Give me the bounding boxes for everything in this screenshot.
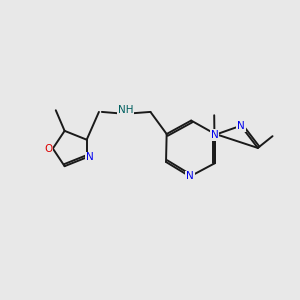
Text: N: N <box>186 172 194 182</box>
Text: N: N <box>211 130 218 140</box>
Text: N: N <box>86 152 94 162</box>
Text: NH: NH <box>118 105 133 116</box>
Text: O: O <box>44 143 52 154</box>
Text: N: N <box>237 121 245 131</box>
